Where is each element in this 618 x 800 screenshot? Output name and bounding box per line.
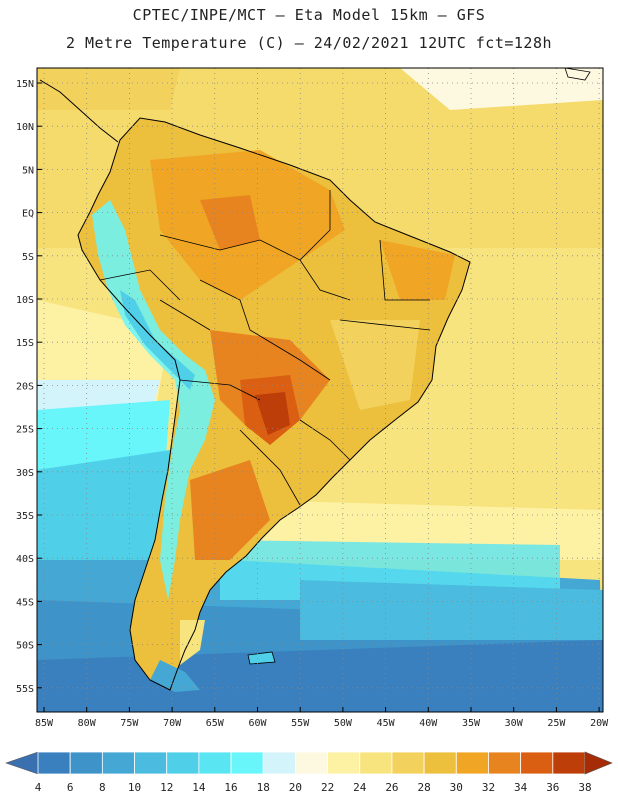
colorbar-swatch: [295, 751, 328, 775]
colorbar-label: 36: [546, 781, 559, 794]
latitude-labels: 15N 10N 5N EQ 5S 10S 15S 20S 25S 30S 35S 40S 45S 50S 5…: [16, 79, 42, 695]
colorbar-swatch: [455, 751, 489, 775]
colorbar-label: 32: [482, 781, 495, 794]
lon-label: 35W: [462, 718, 481, 729]
lat-label: 5S: [22, 252, 34, 263]
falkland-islands: [247, 651, 276, 665]
colorbar-label: 24: [353, 781, 367, 794]
lon-label: 30W: [505, 718, 524, 729]
lat-label: 10N: [16, 122, 34, 133]
colorbar-label: 6: [67, 781, 74, 794]
lon-label: 80W: [78, 718, 97, 729]
colorbar-label: 26: [385, 781, 398, 794]
colorbar-swatch: [423, 751, 457, 775]
colorbar-label: 14: [192, 781, 206, 794]
colorbar-swatch: [488, 751, 522, 775]
lat-label: 25S: [16, 425, 34, 436]
lat-label: 35S: [16, 511, 34, 522]
colorbar-swatch: [198, 751, 232, 775]
colorbar-label: 22: [321, 781, 334, 794]
colorbar-label: 34: [514, 781, 528, 794]
colorbar-label: 4: [35, 781, 42, 794]
title-variable: 2 Metre Temperature (C) – 24/02/2021 12U…: [65, 34, 553, 52]
lon-label: 60W: [248, 718, 267, 729]
colorbar-swatch: [101, 751, 135, 775]
colorbar-swatch: [37, 751, 71, 775]
lon-label: 50W: [334, 718, 353, 729]
colorbar-label: 8: [99, 781, 106, 794]
colorbar-label: 20: [289, 781, 302, 794]
lon-label: 55W: [291, 718, 310, 729]
lat-label: 45S: [16, 597, 34, 608]
lon-label: 85W: [35, 718, 54, 729]
colorbar-arrow-high: [584, 751, 613, 775]
lat-label: 5N: [22, 165, 34, 176]
map-frame: [36, 67, 604, 713]
country-borders: [99, 190, 431, 506]
colorbar-swatch: [134, 751, 168, 775]
colorbar-swatch: [327, 751, 361, 775]
lat-label: 15N: [16, 79, 34, 90]
colorbar-swatch: [230, 751, 264, 775]
colorbar-swatch: [359, 751, 393, 775]
lat-label: 30S: [16, 468, 34, 479]
colorbar-swatch: [166, 751, 200, 775]
lat-label: 10S: [16, 295, 34, 306]
colorbar-label: 30: [450, 781, 463, 794]
lon-label: 75W: [120, 718, 139, 729]
colorbar-swatch: [262, 751, 296, 775]
colorbar-label: 18: [257, 781, 270, 794]
lon-label: 70W: [163, 718, 182, 729]
colorbar-label: 12: [160, 781, 173, 794]
longitude-labels: 85W 80W 75W 70W 65W 60W 55W 50W 45W 40W 35W 30W 25W 2…: [35, 707, 609, 729]
lon-label: 25W: [547, 718, 566, 729]
colorbar-label: 16: [224, 781, 237, 794]
colorbar-label: 38: [578, 781, 591, 794]
colorbar-label: 28: [417, 781, 430, 794]
lat-label: 50S: [16, 641, 34, 652]
lon-label: 45W: [377, 718, 396, 729]
colorbar-swatch: [552, 751, 586, 775]
lon-label: 40W: [419, 718, 438, 729]
colorbar-swatch: [391, 751, 425, 775]
lat-label: 15S: [16, 338, 34, 349]
colorbar-label: 10: [128, 781, 141, 794]
lat-label: EQ: [22, 209, 34, 220]
title-model: CPTEC/INPE/MCT – Eta Model 15km – GFS: [132, 6, 486, 24]
colorbar-swatch: [520, 751, 554, 775]
temperature-field: [37, 68, 603, 712]
lon-label: 20W: [590, 718, 609, 729]
lat-label: 20S: [16, 381, 34, 392]
central-america-coast: [39, 79, 119, 143]
lat-label: 40S: [16, 554, 34, 565]
colorbar-swatch: [69, 751, 103, 775]
caribbean-islands: [564, 68, 591, 81]
lon-label: 65W: [206, 718, 225, 729]
colorbar-arrow-low: [5, 751, 39, 775]
lat-label: 55S: [16, 684, 34, 695]
colorbar: 4 6 8 10 12 14 16 18 20 22 24 26 28 30 32 34 36 38: [5, 751, 613, 794]
